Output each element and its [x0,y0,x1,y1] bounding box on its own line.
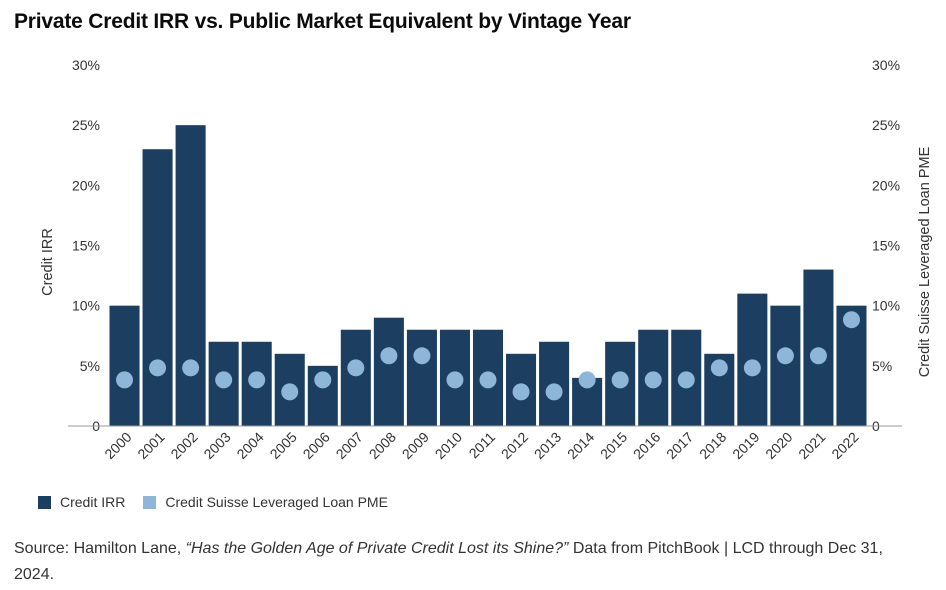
x-tick-label: 2000 [101,429,134,462]
point-pme [776,347,794,365]
legend: Credit IRR Credit Suisse Leveraged Loan … [38,494,406,510]
point-pme [215,371,233,389]
point-pme [248,371,266,389]
x-tick-label: 2002 [167,429,200,462]
point-pme [347,359,365,377]
x-tick-label: 2009 [399,429,432,462]
point-pme [809,347,827,365]
bar-credit-irr [142,149,173,426]
bar-credit-irr [373,317,404,426]
y-tick-label-right: 25% [872,117,900,133]
legend-swatch-pme [143,495,157,509]
y-tick-label-left: 30% [72,57,100,73]
source-suffix: Data from PitchBook | LCD through Dec 31… [14,540,883,583]
y-tick-label-right: 30% [872,57,900,73]
point-pme [182,359,200,377]
y-tick-label-left: 10% [72,298,100,314]
source-prefix: Source: Hamilton Lane, [14,540,186,557]
point-pme [149,359,167,377]
point-pme [644,371,662,389]
legend-item-pme: Credit Suisse Leveraged Loan PME [143,494,388,510]
source-report-title: “Has the Golden Age of Private Credit Lo… [185,540,569,557]
bar-credit-irr [175,125,206,427]
point-pme [677,371,695,389]
point-pme [743,359,761,377]
point-pme [512,383,530,401]
x-tick-label: 2019 [729,429,762,462]
x-tick-label: 2013 [531,429,564,462]
legend-label-credit-irr: Credit IRR [60,494,126,510]
point-pme [611,371,629,389]
bar-credit-irr [406,329,437,426]
x-tick-label: 2014 [564,429,597,462]
x-tick-label: 2016 [630,429,663,462]
x-tick-label: 2007 [333,429,366,462]
y-tick-label-right: 10% [872,298,900,314]
x-tick-label: 2011 [466,429,499,462]
bar-credit-irr [770,305,801,426]
bar-credit-irr [340,329,371,426]
x-tick-label: 2021 [795,429,828,462]
y-tick-label-left: 20% [72,177,100,193]
legend-item-credit-irr: Credit IRR [38,494,125,510]
chart-title: Private Credit IRR vs. Public Market Equ… [14,10,631,33]
x-tick-label: 2001 [134,429,167,462]
x-tick-label: 2015 [597,429,630,462]
y-tick-label-right: 5% [872,358,892,374]
x-tick-label: 2004 [233,429,266,462]
legend-swatch-credit-irr [38,495,51,509]
x-tick-label: 2010 [432,429,465,462]
x-tick-label: 2020 [762,429,795,462]
point-pme [413,347,431,365]
y-tick-label-right: 20% [872,177,900,193]
x-tick-label: 2018 [696,429,729,462]
source-note: Source: Hamilton Lane, “Has the Golden A… [14,536,919,588]
x-tick-label: 2005 [267,429,300,462]
point-pme [116,371,134,389]
point-pme [545,383,563,401]
x-tick-label: 2022 [828,429,861,462]
y-axis-label-left: Credit IRR [40,228,56,296]
point-pme [314,371,332,389]
legend-label-pme: Credit Suisse Leveraged Loan PME [165,494,388,510]
point-pme [380,347,398,365]
y-tick-label-left: 15% [72,238,100,254]
x-tick-label: 2008 [366,429,399,462]
x-tick-label: 2012 [498,429,531,462]
x-tick-label: 2006 [300,429,333,462]
point-pme [446,371,464,389]
point-pme [281,383,299,401]
y-axis-label-right: Credit Suisse Leveraged Loan PME [917,146,933,377]
bar-credit-irr [109,305,140,426]
point-pme [710,359,728,377]
y-tick-label-left: 25% [72,117,100,133]
point-pme [578,371,596,389]
x-tick-label: 2003 [200,429,233,462]
point-pme [842,311,860,329]
x-tick-label: 2017 [663,429,696,462]
y-tick-label-left: 5% [80,358,100,374]
point-pme [479,371,497,389]
y-tick-label-right: 15% [872,238,900,254]
